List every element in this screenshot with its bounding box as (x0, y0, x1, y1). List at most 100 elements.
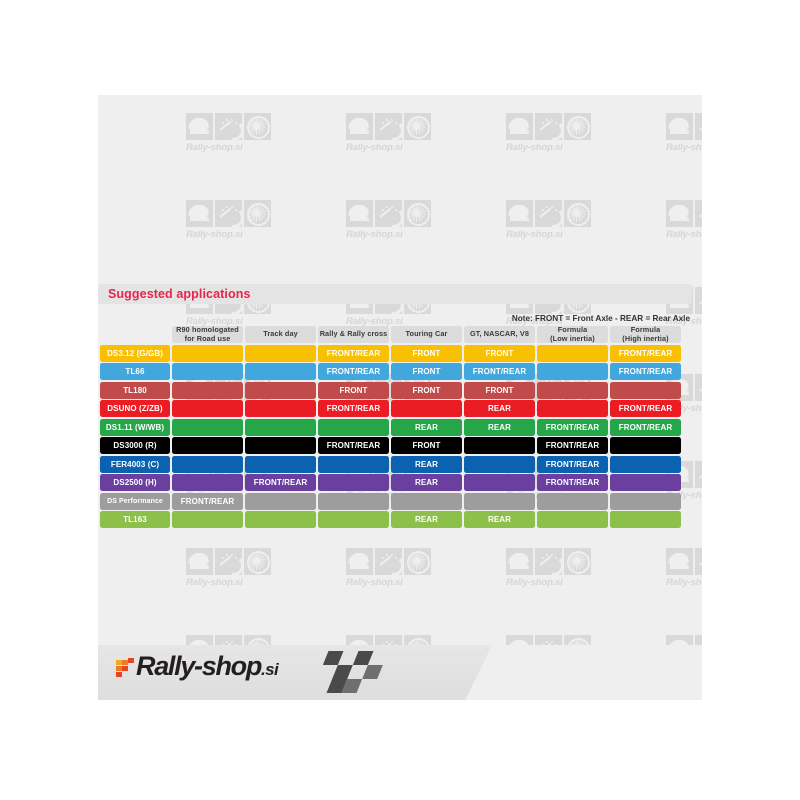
gauge-icon (375, 113, 402, 140)
column-header: Track day (245, 326, 316, 343)
table-cell (245, 418, 316, 436)
watermark-text: Rally-shop.si (666, 490, 702, 501)
table-cell (610, 437, 681, 454)
gauge-icon (535, 548, 562, 575)
watermark-logo: Rally-shop.si (506, 200, 602, 244)
helmet-icon (346, 113, 373, 140)
column-header: Rally & Rally cross (318, 326, 389, 343)
table-cell: FRONT/REAR (610, 418, 681, 436)
watermark-text: Rally-shop.si (346, 229, 403, 240)
watermark-text: Rally-shop.si (186, 316, 243, 327)
table-cell (318, 418, 389, 436)
axle-legend-note: Note: FRONT = Front Axle - REAR = Rear A… (511, 314, 690, 323)
table-cell (464, 474, 535, 491)
row-label-tl163: TL163 (100, 511, 170, 528)
table-row: FER4003 (C) REAR FRONT/REAR (100, 455, 690, 473)
wheel-icon (404, 548, 431, 575)
table-cell: FRONT (391, 381, 462, 399)
table-cell: REAR (391, 511, 462, 528)
checkered-flag-icon (312, 651, 389, 693)
footer-logo-strip: Rally-shop.si (98, 645, 702, 700)
gauge-icon (695, 287, 702, 314)
table-cell: FRONT/REAR (318, 437, 389, 454)
table-cell: FRONT/REAR (537, 474, 608, 491)
table-row: DS3.12 (G/GB) FRONT/REAR FRONT FRONT FRONT/R… (100, 344, 690, 362)
brand-name: Rally-shop (136, 651, 262, 681)
wheel-icon (564, 113, 591, 140)
column-header-line1: Formula (630, 326, 661, 335)
page-title: Suggested applications (108, 287, 251, 301)
table-header-row: R90 homologated for Road use Track day Rall… (100, 326, 690, 343)
table-cell: REAR (391, 455, 462, 473)
watermark-text: Rally-shop.si (666, 577, 702, 588)
column-header: GT, NASCAR, V8 (464, 326, 535, 343)
table-cell: FRONT/REAR (172, 492, 243, 510)
row-label-ds2500-h: DS2500 (H) (100, 474, 170, 491)
watermark-logo: Rally-shop.si (186, 113, 282, 157)
watermark-logo: Rally-shop.si (506, 548, 602, 592)
watermark-logo: Rally-shop.si (666, 548, 702, 592)
table-cell (245, 381, 316, 399)
table-cell: FRONT/REAR (245, 474, 316, 491)
table-cell (172, 511, 243, 528)
gauge-icon (215, 113, 242, 140)
watermark-text: Rally-shop.si (346, 316, 403, 327)
table-cell (172, 437, 243, 454)
table-cell: REAR (391, 418, 462, 436)
wheel-icon (404, 200, 431, 227)
table-cell: FRONT (391, 363, 462, 380)
table-cell (245, 400, 316, 417)
gauge-icon (215, 548, 242, 575)
gauge-icon (375, 548, 402, 575)
row-label-tl180: TL180 (100, 381, 170, 399)
watermark-text: Rally-shop.si (506, 577, 563, 588)
table-row: DSUNO (Z/ZB) FRONT/REAR REAR FRONT/REAR (100, 400, 690, 417)
section-title-bar: Suggested applications (98, 284, 692, 304)
table-cell: FRONT/REAR (610, 400, 681, 417)
table-row: TL163 REAR REAR (100, 511, 690, 528)
watermark-logo: Rally-shop.si (666, 200, 702, 244)
column-header-line1: GT, NASCAR, V8 (470, 329, 529, 339)
checkered-dots-icon (116, 657, 135, 679)
wheel-icon (244, 113, 271, 140)
helmet-icon (186, 548, 213, 575)
table-cell (464, 455, 535, 473)
table-cell (245, 492, 316, 510)
table-cell: FRONT/REAR (318, 363, 389, 380)
table-cell (318, 492, 389, 510)
column-header-spacer (100, 326, 170, 343)
watermark-text: Rally-shop.si (666, 229, 702, 240)
table-cell: FRONT (318, 381, 389, 399)
wheel-icon (244, 548, 271, 575)
row-label-ds3-12-g-gb: DS3.12 (G/GB) (100, 344, 170, 362)
table-row: DS3000 (R) FRONT/REAR FRONT FRONT/REAR (100, 437, 690, 454)
brand-logo[interactable]: Rally-shop.si (116, 651, 279, 683)
helmet-icon (346, 548, 373, 575)
table-cell (172, 381, 243, 399)
table-cell: FRONT (464, 344, 535, 362)
table-row: DS2500 (H) FRONT/REAR REAR FRONT/REAR (100, 474, 690, 491)
column-header: Touring Car (391, 326, 462, 343)
gauge-icon (695, 113, 702, 140)
watermark-text: Rally-shop.si (186, 577, 243, 588)
table-cell (172, 455, 243, 473)
table-cell: REAR (464, 511, 535, 528)
gauge-icon (215, 200, 242, 227)
watermark-text: Rally-shop.si (186, 142, 243, 153)
table-cell: FRONT/REAR (610, 344, 681, 362)
table-cell (537, 400, 608, 417)
gauge-icon (695, 200, 702, 227)
wheel-icon (404, 113, 431, 140)
table-cell (464, 492, 535, 510)
column-header-line1: Touring Car (405, 329, 448, 339)
footer-wedge (465, 645, 702, 700)
watermark-text: Rally-shop.si (346, 142, 403, 153)
table-cell (610, 474, 681, 491)
helmet-icon (186, 200, 213, 227)
table-cell: FRONT (464, 381, 535, 399)
table-cell (318, 511, 389, 528)
table-cell (172, 363, 243, 380)
column-header-line2: for Road use (184, 333, 231, 343)
table-cell (610, 381, 681, 399)
